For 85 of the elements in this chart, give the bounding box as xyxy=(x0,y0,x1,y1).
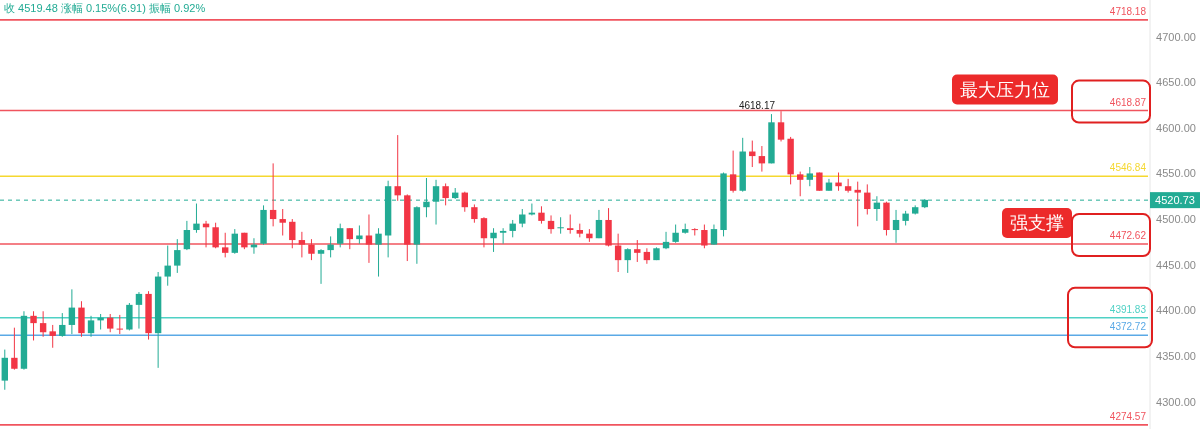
candlestick xyxy=(68,288,76,335)
candlestick xyxy=(269,162,277,227)
candlestick xyxy=(365,214,373,264)
candlestick xyxy=(567,214,574,235)
candlestick xyxy=(222,232,229,258)
annotation: 强支撑 xyxy=(1010,213,1064,234)
candlestick xyxy=(643,247,651,265)
candlestick xyxy=(499,227,507,245)
candlestick xyxy=(777,110,785,142)
candlestick xyxy=(317,248,325,285)
candlestick xyxy=(729,150,737,194)
candlestick xyxy=(135,291,143,330)
candlestick xyxy=(892,209,900,244)
candlestick xyxy=(471,203,478,224)
candlestick xyxy=(844,178,852,194)
y-tick-label: 4700.00 xyxy=(1156,30,1196,43)
candlestick xyxy=(394,134,401,202)
candlestick xyxy=(308,238,315,261)
ref-line-label: 4372.72 xyxy=(1109,321,1146,333)
candlestick xyxy=(212,222,219,249)
candlestick xyxy=(375,227,382,278)
candlestick xyxy=(634,239,641,263)
candlestick xyxy=(107,313,114,333)
candlestick xyxy=(183,220,191,251)
candlestick xyxy=(595,209,603,239)
candlestick xyxy=(835,172,842,192)
annotation: 最大压力位 xyxy=(960,79,1050,100)
y-tick-label: 4400.00 xyxy=(1156,304,1196,317)
candlestick xyxy=(854,181,861,227)
candlestick xyxy=(193,203,200,234)
y-tick-label: 4650.00 xyxy=(1156,76,1196,89)
candlestick xyxy=(116,314,123,335)
annotation: 4618.17 xyxy=(738,100,776,112)
candlestick xyxy=(797,171,804,197)
title: 收 4519.48 涨幅 0.15%(6.91) 振幅 0.92% xyxy=(4,2,206,14)
y-tick-label: 4500.00 xyxy=(1156,213,1196,226)
candlestick xyxy=(49,324,56,349)
candlestick xyxy=(346,227,353,250)
candlestick xyxy=(557,216,564,235)
ref-line-label: 4391.83 xyxy=(1109,303,1146,315)
ref-line-label: 4520.73 xyxy=(1155,194,1195,207)
ref-line-label: 4274.57 xyxy=(1109,410,1146,422)
candlestick xyxy=(547,214,555,235)
candlestick xyxy=(423,177,430,218)
candlestick xyxy=(11,327,18,371)
y-tick-label: 4450.00 xyxy=(1156,258,1196,271)
candlestick xyxy=(432,179,440,226)
y-tick-label: 4300.00 xyxy=(1156,395,1196,408)
candlestick xyxy=(279,208,286,236)
candlestick xyxy=(327,235,334,258)
price-tag: 4520.73 xyxy=(1150,192,1200,209)
candlestick xyxy=(442,182,449,206)
candlestick xyxy=(298,231,306,258)
candlestick xyxy=(480,216,488,248)
y-tick-label: 4550.00 xyxy=(1156,167,1196,180)
candlestick xyxy=(528,203,536,216)
candlestick xyxy=(174,238,181,274)
ref-line-label: 4472.62 xyxy=(1109,230,1146,242)
ref-line-label: 4546.84 xyxy=(1109,162,1146,174)
candlestick xyxy=(337,223,344,248)
candlestick xyxy=(289,218,296,249)
candlestick xyxy=(519,208,526,228)
annotation-label: 强支撑 xyxy=(1002,208,1072,239)
candlestick xyxy=(164,245,171,287)
candlestick xyxy=(490,227,497,253)
candlestick xyxy=(59,312,66,338)
candlestick xyxy=(806,166,813,187)
candlestick xyxy=(231,228,238,255)
candlestick xyxy=(701,224,708,249)
candlestick xyxy=(672,224,679,244)
candlestick xyxy=(39,310,47,338)
candlestick xyxy=(614,233,622,273)
candlestick xyxy=(356,224,363,245)
candlestick xyxy=(30,310,37,341)
candlestick xyxy=(624,247,631,274)
candlestick xyxy=(87,315,95,338)
ref-line-label: 4618.87 xyxy=(1109,96,1146,108)
ref-line-label: 4718.18 xyxy=(1109,5,1146,17)
candlestick xyxy=(1,349,8,391)
y-tick-label: 4600.00 xyxy=(1156,121,1196,134)
candlestick xyxy=(864,183,871,215)
candlestick xyxy=(710,224,718,246)
y-tick-label: 4350.00 xyxy=(1156,350,1196,362)
annotation-label: 最大压力位 xyxy=(952,74,1058,105)
candlestick xyxy=(461,191,468,213)
